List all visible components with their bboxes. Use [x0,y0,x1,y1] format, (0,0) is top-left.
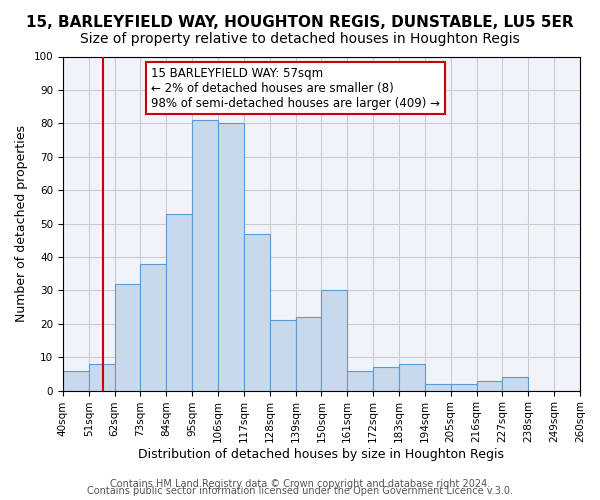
Bar [502,377,528,390]
Bar [63,370,89,390]
Bar [425,384,451,390]
Bar [270,320,296,390]
Text: 15 BARLEYFIELD WAY: 57sqm
← 2% of detached houses are smaller (8)
98% of semi-de: 15 BARLEYFIELD WAY: 57sqm ← 2% of detach… [151,66,440,110]
Bar [373,367,399,390]
Bar [166,214,192,390]
Text: 15, BARLEYFIELD WAY, HOUGHTON REGIS, DUNSTABLE, LU5 5ER: 15, BARLEYFIELD WAY, HOUGHTON REGIS, DUN… [26,15,574,30]
Bar [89,364,115,390]
Bar [476,380,502,390]
Bar [218,124,244,390]
Bar [140,264,166,390]
Bar [115,284,140,391]
Bar [580,388,600,390]
Bar [192,120,218,390]
Y-axis label: Number of detached properties: Number of detached properties [15,125,28,322]
Bar [322,290,347,390]
X-axis label: Distribution of detached houses by size in Houghton Regis: Distribution of detached houses by size … [139,448,505,461]
Bar [244,234,270,390]
Text: Contains HM Land Registry data © Crown copyright and database right 2024.: Contains HM Land Registry data © Crown c… [110,479,490,489]
Bar [296,317,322,390]
Text: Size of property relative to detached houses in Houghton Regis: Size of property relative to detached ho… [80,32,520,46]
Bar [399,364,425,390]
Bar [451,384,476,390]
Text: Contains public sector information licensed under the Open Government Licence v.: Contains public sector information licen… [87,486,513,496]
Bar [347,370,373,390]
